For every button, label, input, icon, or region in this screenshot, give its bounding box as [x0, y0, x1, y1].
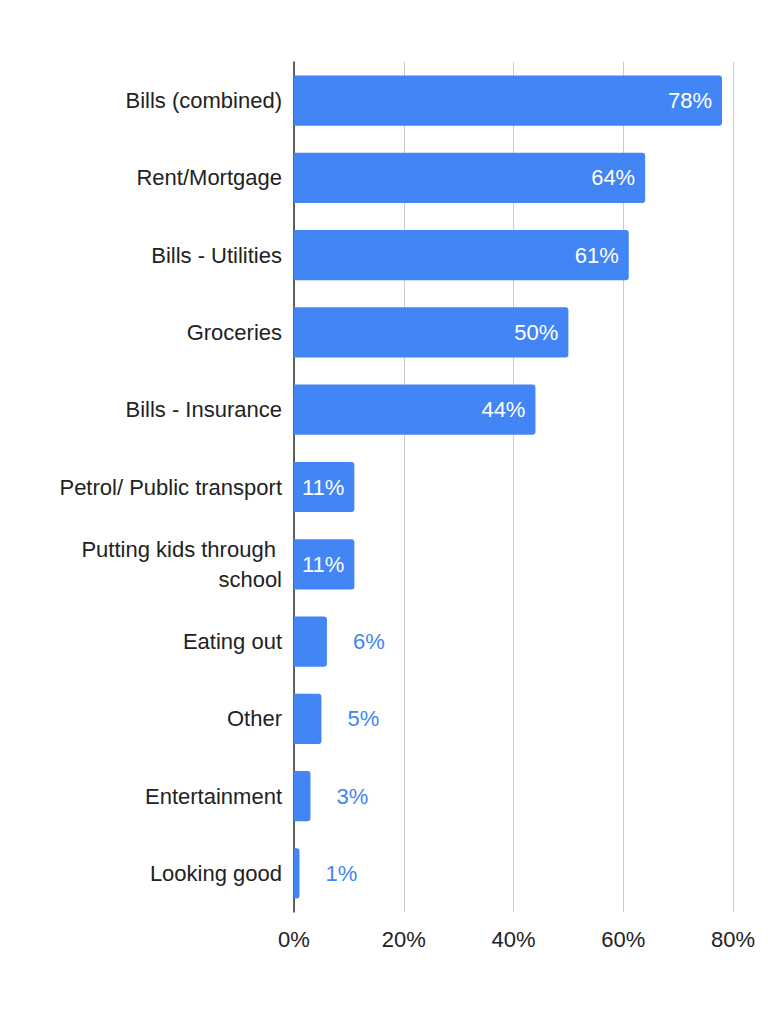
- svg-text:Bills (combined): Bills (combined): [126, 88, 283, 113]
- svg-text:Looking good: Looking good: [150, 861, 282, 886]
- svg-text:Entertainment: Entertainment: [145, 784, 282, 809]
- svg-text:1%: 1%: [325, 861, 357, 886]
- svg-text:Putting kids through: Putting kids through: [81, 537, 282, 562]
- svg-text:Rent/Mortgage: Rent/Mortgage: [136, 165, 282, 190]
- svg-text:0%: 0%: [278, 927, 310, 952]
- svg-text:3%: 3%: [336, 784, 368, 809]
- svg-text:40%: 40%: [491, 927, 535, 952]
- svg-text:Bills - Insurance: Bills - Insurance: [125, 397, 282, 422]
- svg-text:78%: 78%: [668, 88, 712, 113]
- svg-text:5%: 5%: [347, 706, 379, 731]
- svg-text:Eating out: Eating out: [183, 629, 282, 654]
- svg-text:Bills - Utilities: Bills - Utilities: [151, 243, 282, 268]
- svg-text:20%: 20%: [382, 927, 426, 952]
- svg-text:school: school: [218, 567, 282, 592]
- svg-text:6%: 6%: [353, 629, 385, 654]
- svg-text:Petrol/ Public transport: Petrol/ Public transport: [59, 475, 282, 500]
- svg-text:Groceries: Groceries: [187, 320, 282, 345]
- svg-text:80%: 80%: [711, 927, 755, 952]
- svg-text:44%: 44%: [481, 397, 525, 422]
- svg-text:11%: 11%: [302, 552, 344, 577]
- svg-text:Other: Other: [227, 706, 282, 731]
- svg-text:60%: 60%: [601, 927, 645, 952]
- svg-text:64%: 64%: [591, 165, 635, 190]
- svg-text:50%: 50%: [514, 320, 558, 345]
- svg-text:11%: 11%: [302, 475, 344, 500]
- svg-text:61%: 61%: [575, 243, 619, 268]
